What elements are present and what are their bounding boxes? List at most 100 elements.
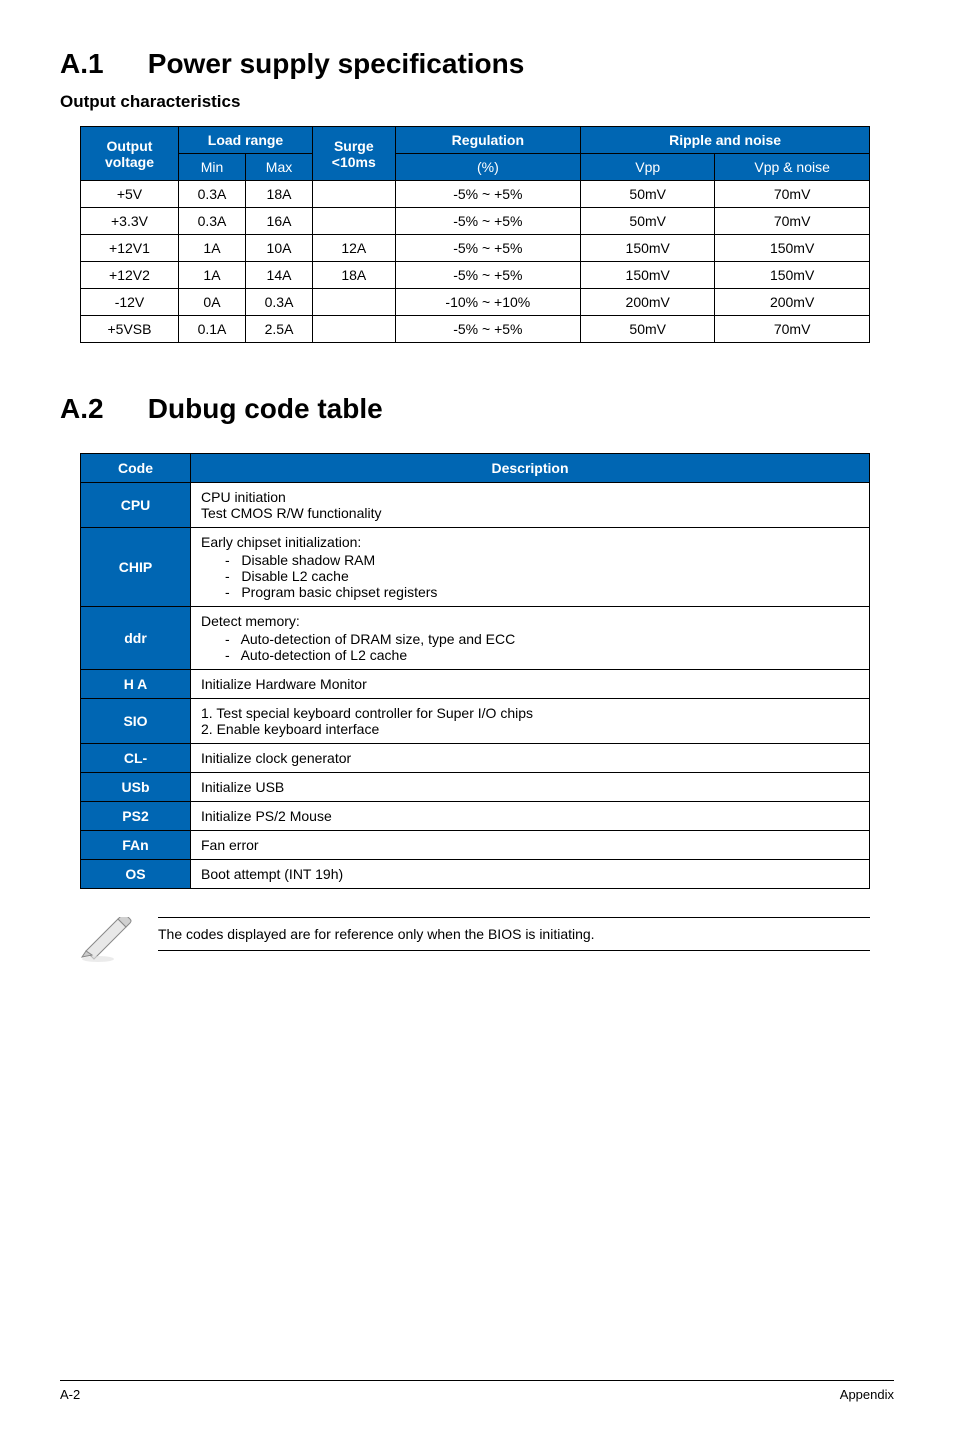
table-row: SIO1. Test special keyboard controller f…	[81, 699, 870, 744]
table-cell: 0.1A	[178, 316, 245, 343]
debug-desc-cell: Early chipset initialization:Disable sha…	[191, 528, 870, 607]
debug-code-cell: H A	[81, 670, 191, 699]
section-a1-heading: A.1 Power supply specifications	[60, 48, 894, 80]
table-cell: 50mV	[581, 208, 715, 235]
debug-code-cell: USb	[81, 773, 191, 802]
debug-code-cell: ddr	[81, 607, 191, 670]
table-cell: 50mV	[581, 316, 715, 343]
table-cell: -12V	[81, 289, 179, 316]
table-row: H AInitialize Hardware Monitor	[81, 670, 870, 699]
table-cell: 0A	[178, 289, 245, 316]
table-row: CPUCPU initiationTest CMOS R/W functiona…	[81, 483, 870, 528]
output-characteristics-label: Output characteristics	[60, 92, 894, 112]
table-cell: 150mV	[715, 235, 870, 262]
th-output-voltage: Output voltage	[81, 127, 179, 181]
page-footer: A-2 Appendix	[60, 1380, 894, 1402]
list-item: Program basic chipset registers	[225, 584, 859, 600]
table-cell: 70mV	[715, 208, 870, 235]
table-cell	[313, 289, 396, 316]
table-cell: -5% ~ +5%	[395, 262, 581, 289]
table-cell: 2.5A	[246, 316, 313, 343]
table-cell: 14A	[246, 262, 313, 289]
table-cell: 200mV	[715, 289, 870, 316]
table-cell	[313, 208, 396, 235]
table-cell: 12A	[313, 235, 396, 262]
debug-code-cell: FAn	[81, 831, 191, 860]
debug-desc-cell: CPU initiationTest CMOS R/W functionalit…	[191, 483, 870, 528]
debug-desc-cell: Detect memory:Auto-detection of DRAM siz…	[191, 607, 870, 670]
table-cell	[313, 181, 396, 208]
table-cell: 0.3A	[178, 208, 245, 235]
list-item: Auto-detection of DRAM size, type and EC…	[225, 631, 859, 647]
debug-desc-cell: Boot attempt (INT 19h)	[191, 860, 870, 889]
pencil-note-icon	[80, 917, 158, 968]
debug-desc-cell: Initialize USB	[191, 773, 870, 802]
list-item: Disable L2 cache	[225, 568, 859, 584]
list-item: Disable shadow RAM	[225, 552, 859, 568]
th-vpp-noise: Vpp & noise	[715, 154, 870, 181]
th-surge: Surge <10ms	[313, 127, 396, 181]
table-cell: +3.3V	[81, 208, 179, 235]
table-row: +12V21A14A18A-5% ~ +5%150mV150mV	[81, 262, 870, 289]
debug-code-cell: OS	[81, 860, 191, 889]
table-cell: 0.3A	[246, 289, 313, 316]
th-reg-pct: (%)	[395, 154, 581, 181]
table-cell: 1A	[178, 235, 245, 262]
th-min: Min	[178, 154, 245, 181]
debug-code-cell: CHIP	[81, 528, 191, 607]
table-row: CL-Initialize clock generator	[81, 744, 870, 773]
table-row: -12V0A0.3A-10% ~ +10%200mV200mV	[81, 289, 870, 316]
th-load-range: Load range	[178, 127, 312, 154]
debug-code-cell: CPU	[81, 483, 191, 528]
footer-section-label: Appendix	[840, 1387, 894, 1402]
debug-desc-cell: 1. Test special keyboard controller for …	[191, 699, 870, 744]
table-row: ddrDetect memory:Auto-detection of DRAM …	[81, 607, 870, 670]
table-cell: +12V1	[81, 235, 179, 262]
th-vpp: Vpp	[581, 154, 715, 181]
table-row: +5V0.3A18A-5% ~ +5%50mV70mV	[81, 181, 870, 208]
table-cell	[313, 316, 396, 343]
table-cell: +12V2	[81, 262, 179, 289]
table-cell: -5% ~ +5%	[395, 316, 581, 343]
section-a1-title: Power supply specifications	[148, 48, 525, 79]
table-cell: 18A	[246, 181, 313, 208]
debug-desc-cell: Initialize PS/2 Mouse	[191, 802, 870, 831]
power-supply-table: Output voltage Load range Surge <10ms Re…	[80, 126, 870, 343]
table-row: PS2Initialize PS/2 Mouse	[81, 802, 870, 831]
table-cell: 16A	[246, 208, 313, 235]
note-text: The codes displayed are for reference on…	[158, 926, 595, 942]
note-block: The codes displayed are for reference on…	[80, 917, 870, 968]
table-cell: -5% ~ +5%	[395, 181, 581, 208]
section-a2-number: A.2	[60, 393, 104, 424]
table-cell: 70mV	[715, 181, 870, 208]
table-cell: 150mV	[715, 262, 870, 289]
table-row: +5VSB0.1A2.5A -5% ~ +5%50mV70mV	[81, 316, 870, 343]
debug-desc-cell: Initialize Hardware Monitor	[191, 670, 870, 699]
debug-code-table: Code Description CPUCPU initiationTest C…	[80, 453, 870, 889]
table-cell: -10% ~ +10%	[395, 289, 581, 316]
debug-code-cell: PS2	[81, 802, 191, 831]
footer-page-number: A-2	[60, 1387, 80, 1402]
debug-desc-cell: Fan error	[191, 831, 870, 860]
table-row: FAnFan error	[81, 831, 870, 860]
section-a1-number: A.1	[60, 48, 104, 79]
th-max: Max	[246, 154, 313, 181]
table-cell: 200mV	[581, 289, 715, 316]
debug-code-cell: CL-	[81, 744, 191, 773]
section-a2-heading: A.2 Dubug code table	[60, 393, 894, 425]
table-row: +3.3V0.3A16A -5% ~ +5%50mV70mV	[81, 208, 870, 235]
table-cell: 10A	[246, 235, 313, 262]
table-cell: 150mV	[581, 262, 715, 289]
table-cell: 70mV	[715, 316, 870, 343]
table-cell: +5VSB	[81, 316, 179, 343]
table-row: OSBoot attempt (INT 19h)	[81, 860, 870, 889]
table-cell: +5V	[81, 181, 179, 208]
table-cell: -5% ~ +5%	[395, 208, 581, 235]
debug-code-cell: SIO	[81, 699, 191, 744]
table-cell: 0.3A	[178, 181, 245, 208]
table-cell: 18A	[313, 262, 396, 289]
section-a2-title: Dubug code table	[148, 393, 383, 424]
table-cell: -5% ~ +5%	[395, 235, 581, 262]
table-cell: 150mV	[581, 235, 715, 262]
th-description: Description	[191, 454, 870, 483]
